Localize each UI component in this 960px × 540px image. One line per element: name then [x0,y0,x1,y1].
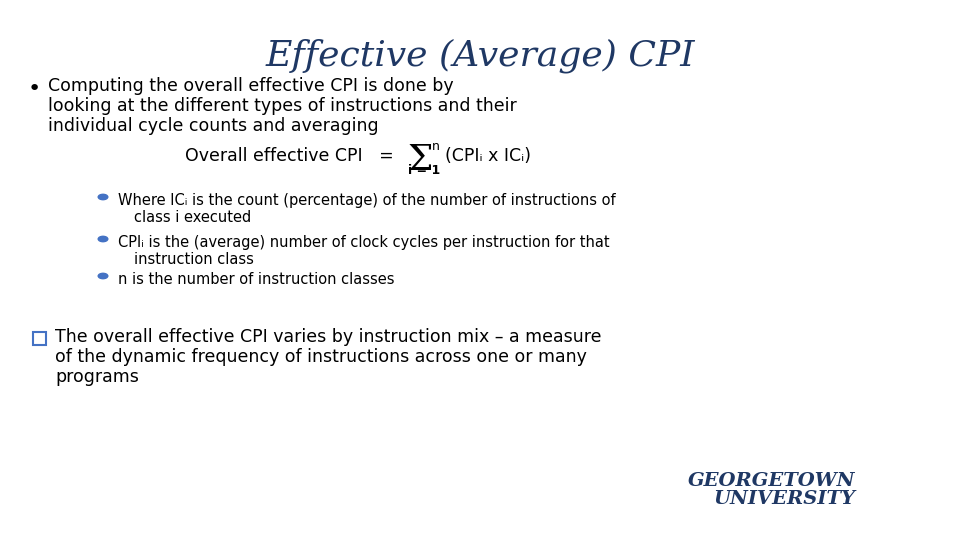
Text: Overall effective CPI   =: Overall effective CPI = [185,147,394,165]
Text: Effective (Average) CPI: Effective (Average) CPI [265,38,695,72]
Text: GEORGETOWN: GEORGETOWN [687,472,855,490]
Text: Where ICᵢ is the count (percentage) of the number of instructions of: Where ICᵢ is the count (percentage) of t… [118,193,615,208]
Text: n is the number of instruction classes: n is the number of instruction classes [118,272,395,287]
Text: (CPIᵢ x ICᵢ): (CPIᵢ x ICᵢ) [445,147,531,165]
Text: individual cycle counts and averaging: individual cycle counts and averaging [48,117,378,135]
Text: class i executed: class i executed [134,210,252,225]
Text: looking at the different types of instructions and their: looking at the different types of instru… [48,97,516,115]
Text: of the dynamic frequency of instructions across one or many: of the dynamic frequency of instructions… [55,348,587,366]
Text: The overall effective CPI varies by instruction mix – a measure: The overall effective CPI varies by inst… [55,328,602,346]
Text: Computing the overall effective CPI is done by: Computing the overall effective CPI is d… [48,77,454,95]
Text: n: n [432,140,440,153]
Bar [33,332,46,345]
Text: •: • [28,79,41,99]
Text: UNIVERSITY: UNIVERSITY [713,490,855,508]
Text: CPIᵢ is the (average) number of clock cycles per instruction for that: CPIᵢ is the (average) number of clock cy… [118,235,610,250]
Text: instruction class: instruction class [134,252,253,267]
Text: programs: programs [55,368,139,386]
Text: i = 1: i = 1 [408,164,441,177]
Text: Σ: Σ [407,143,433,177]
